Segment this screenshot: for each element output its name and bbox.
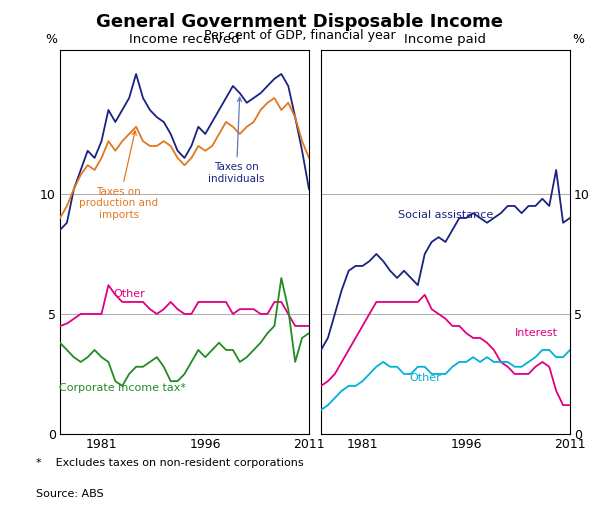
Text: Source: ABS: Source: ABS (36, 489, 104, 499)
Text: Interest: Interest (515, 328, 557, 338)
Text: Income paid: Income paid (404, 33, 487, 46)
Text: General Government Disposable Income: General Government Disposable Income (97, 13, 503, 31)
Text: Taxes on
individuals: Taxes on individuals (208, 97, 265, 184)
Text: %: % (46, 33, 58, 46)
Text: Taxes on
production and
imports: Taxes on production and imports (79, 131, 158, 220)
Text: %: % (572, 33, 584, 46)
Text: Social assistance: Social assistance (398, 210, 493, 220)
Text: Other: Other (113, 289, 145, 299)
Text: Income received: Income received (129, 33, 240, 46)
Text: Per cent of GDP, financial year: Per cent of GDP, financial year (204, 29, 396, 42)
Text: Corporate income tax*: Corporate income tax* (59, 383, 186, 393)
Text: Other: Other (409, 373, 440, 383)
Text: *    Excludes taxes on non-resident corporations: * Excludes taxes on non-resident corpora… (36, 458, 304, 468)
